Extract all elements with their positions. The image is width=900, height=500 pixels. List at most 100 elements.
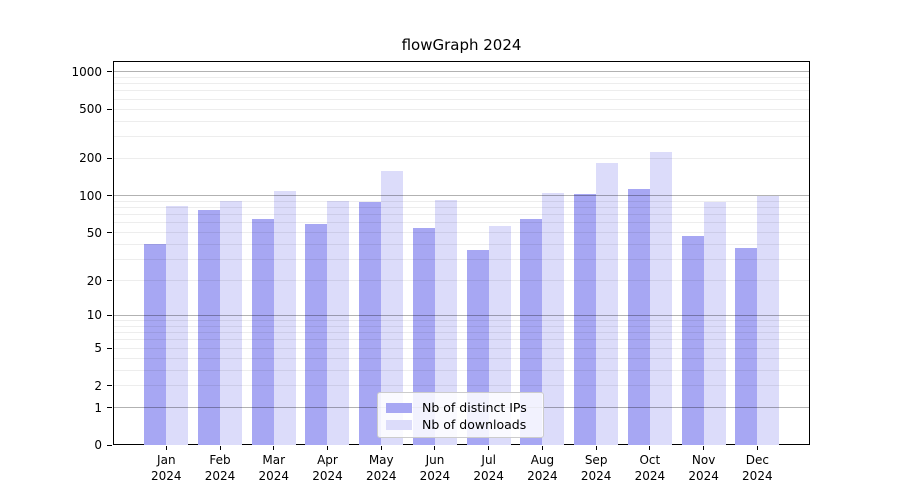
x-tick-mark (165, 446, 167, 450)
x-tick-month: May (368, 453, 394, 467)
minor-gridline (114, 90, 809, 92)
bar-downloads (434, 200, 457, 445)
bar-distinct-ips (520, 219, 543, 445)
x-tick-year: 2024 (312, 469, 343, 483)
minor-gridline (114, 83, 809, 85)
y-tick-mark (107, 444, 112, 446)
minor-gridline (114, 222, 809, 224)
y-tick-mark (107, 157, 112, 159)
y-tick-label: 20 (86, 273, 102, 288)
x-tick-label: Jan 2024 (134, 452, 198, 484)
legend-label: Nb of distinct IPs (422, 399, 527, 415)
x-tick-year: 2024 (258, 469, 290, 483)
minor-gridline (114, 232, 809, 234)
x-tick-label: Aug 2024 (510, 452, 574, 484)
y-tick-mark (107, 195, 112, 197)
y-tick-label: 200 (79, 151, 102, 166)
minor-gridline (114, 258, 809, 260)
bar-distinct-ips (735, 248, 758, 445)
x-tick-month: Feb (209, 453, 231, 467)
y-tick-label: 500 (79, 102, 102, 117)
legend-swatch-downloads (386, 419, 412, 430)
y-tick-mark (107, 280, 112, 281)
x-tick-month: Nov (691, 453, 716, 467)
major-gridline (114, 314, 809, 316)
minor-gridline (114, 98, 809, 100)
bar-downloads (703, 201, 726, 445)
minor-gridline (114, 108, 809, 110)
bar-distinct-ips (574, 194, 597, 445)
x-tick-month: Jan (157, 453, 176, 467)
x-tick-year: 2024 (151, 469, 182, 483)
legend-label: Nb of downloads (422, 416, 527, 432)
y-tick-label: 2 (94, 378, 102, 393)
y-tick-label: 1 (94, 400, 102, 415)
x-tick-year: 2024 (204, 469, 236, 483)
bar-distinct-ips (412, 228, 435, 445)
x-tick-mark (756, 446, 758, 450)
major-gridline (114, 71, 809, 73)
x-tick-year: 2024 (634, 469, 666, 483)
x-tick-year: 2024 (419, 469, 451, 483)
x-tick-label: Oct 2024 (618, 452, 682, 484)
x-tick-mark (434, 446, 436, 450)
bar-downloads (220, 200, 243, 445)
chart-title: flowGraph 2024 (401, 36, 522, 54)
bar-downloads (381, 171, 404, 445)
y-tick-label: 10 (86, 308, 102, 323)
y-tick-mark (107, 71, 112, 73)
minor-gridline (114, 325, 809, 327)
minor-gridline (114, 339, 809, 341)
x-tick-mark (703, 446, 705, 450)
minor-gridline (114, 200, 809, 202)
x-tick-label: Feb 2024 (188, 452, 252, 484)
x-tick-label: Apr 2024 (295, 452, 359, 484)
x-tick-month: Jun (425, 453, 445, 467)
minor-gridline (114, 207, 809, 209)
x-tick-mark (541, 446, 543, 450)
minor-gridline (114, 120, 809, 122)
x-tick-mark (649, 446, 651, 450)
bar-distinct-ips (627, 188, 650, 445)
y-tick-label: 0 (94, 438, 102, 452)
x-tick-label: Jul 2024 (457, 452, 521, 484)
x-tick-month: Mar (262, 453, 286, 467)
legend-swatch-distinct-ips (386, 402, 412, 413)
legend-item-distinct-ips: Nb of distinct IPs (386, 399, 535, 416)
x-tick-label: May 2024 (349, 452, 413, 484)
minor-gridline (114, 243, 809, 245)
minor-gridline (114, 369, 809, 371)
bar-downloads (649, 152, 672, 445)
bar-downloads (542, 192, 565, 445)
y-tick-label: 100 (79, 188, 102, 203)
x-tick-month: Oct (639, 453, 661, 467)
bar-downloads (327, 200, 350, 445)
x-tick-month: Dec (745, 453, 769, 467)
minor-gridline (114, 280, 809, 281)
x-tick-mark (595, 446, 597, 450)
bar-distinct-ips (144, 244, 167, 445)
x-tick-mark (488, 446, 490, 450)
y-tick-label: 50 (86, 225, 102, 240)
bar-distinct-ips (359, 201, 382, 445)
legend-item-downloads: Nb of downloads (386, 416, 535, 433)
y-tick-mark (107, 108, 112, 110)
minor-gridline (114, 357, 809, 359)
y-tick-label: 1000 (71, 64, 102, 79)
y-tick-mark (107, 314, 112, 316)
x-tick-month: Jul (481, 453, 496, 467)
x-tick-month: Sep (584, 453, 608, 467)
x-tick-mark (273, 446, 275, 450)
x-tick-label: Sep 2024 (564, 452, 628, 484)
bar-distinct-ips (251, 218, 274, 445)
x-tick-year: 2024 (580, 469, 612, 483)
x-tick-mark (219, 446, 221, 450)
y-tick-mark (107, 385, 112, 387)
bar-downloads (273, 190, 296, 445)
bar-downloads (596, 163, 619, 445)
x-tick-label: Dec 2024 (725, 452, 789, 484)
major-gridline (114, 195, 809, 197)
x-tick-mark (380, 446, 382, 450)
y-tick-mark (107, 407, 112, 409)
minor-gridline (114, 385, 809, 387)
